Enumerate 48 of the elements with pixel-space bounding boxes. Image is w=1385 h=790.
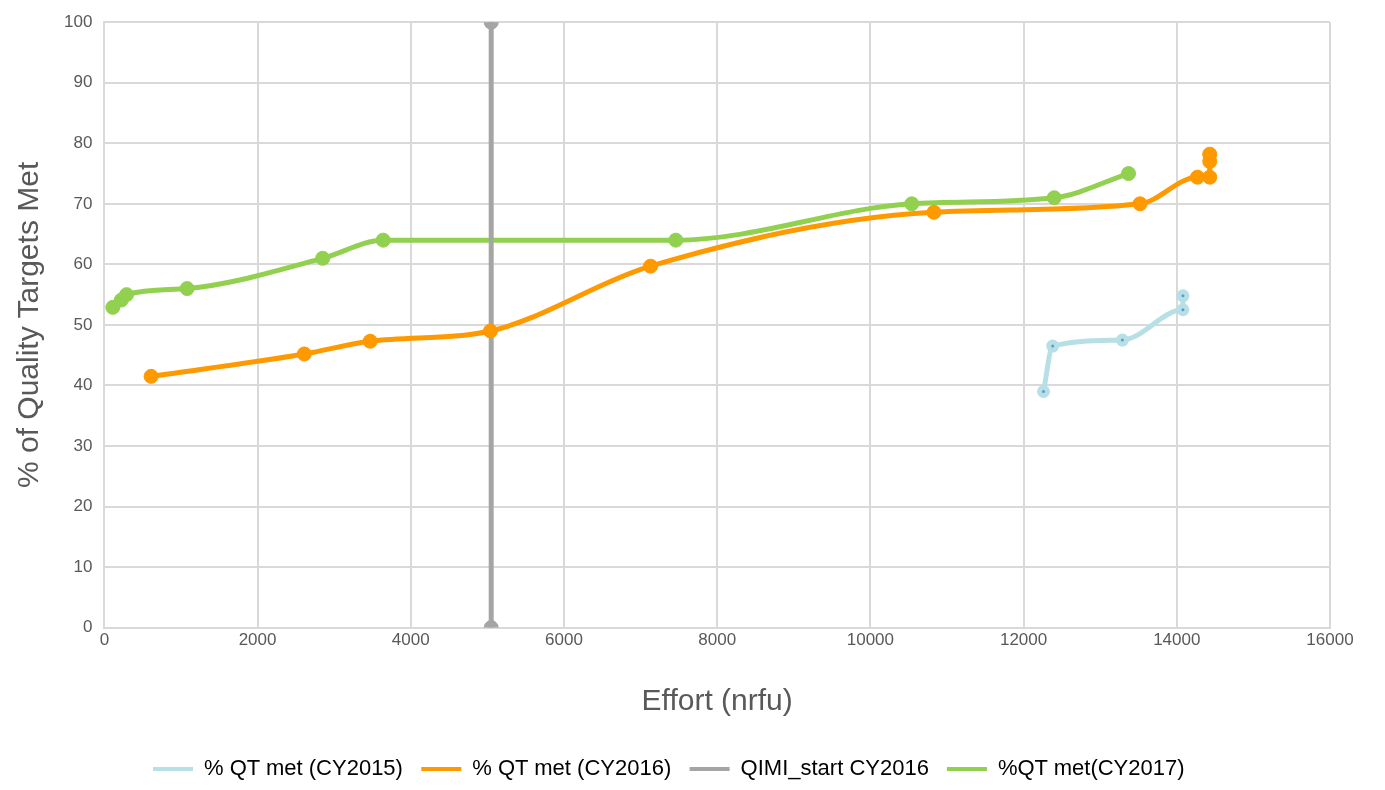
point	[1189, 169, 1205, 185]
x-tick-label: 10000	[846, 630, 895, 650]
x-tick-label: 6000	[545, 630, 583, 650]
legend-label: %QT met(CY2017)	[997, 755, 1185, 781]
point	[1046, 190, 1062, 206]
point	[143, 368, 159, 384]
y-axis-title: % of Quality Targets Met	[11, 161, 45, 489]
y-tick-label: 60	[73, 254, 93, 274]
y-tick-label: 40	[73, 375, 93, 395]
x-axis-title: Effort (nrfu)	[641, 683, 793, 717]
point	[668, 232, 684, 248]
point	[362, 333, 378, 349]
point	[1037, 384, 1051, 398]
point	[315, 250, 331, 266]
point	[904, 196, 920, 212]
x-tick-label: 4000	[391, 630, 430, 650]
x-tick-label: 2000	[238, 630, 277, 650]
point	[119, 287, 135, 303]
y-tick-label: 90	[73, 72, 93, 92]
point	[1176, 303, 1190, 317]
y-tick-label: 50	[73, 314, 93, 334]
y-tick-label: 10	[73, 556, 93, 576]
x-tick-label: 16000	[1306, 630, 1354, 650]
y-tick-label: 80	[73, 132, 93, 152]
y-tick-label: 20	[73, 496, 93, 516]
y-tick-label: 100	[63, 11, 93, 31]
point	[1202, 169, 1218, 185]
y-tick-label: 70	[73, 193, 93, 213]
point	[482, 323, 498, 339]
point	[375, 232, 391, 248]
x-tick-label: 12000	[999, 630, 1048, 650]
x-tick-label: 0	[99, 630, 110, 650]
point	[1176, 289, 1190, 303]
point	[296, 346, 312, 362]
point	[1115, 333, 1129, 347]
point	[179, 281, 195, 297]
y-tick-label: 0	[82, 617, 93, 637]
point	[643, 258, 659, 274]
point	[1046, 339, 1060, 353]
point	[1121, 166, 1137, 182]
x-tick-label: 8000	[698, 630, 737, 650]
x-tick-label: 14000	[1153, 630, 1201, 650]
point	[926, 204, 942, 220]
point	[1132, 196, 1148, 212]
legend-label: % QT met (CY2015)	[204, 755, 403, 781]
legend-label: QIMI_start CY2016	[740, 755, 929, 781]
y-tick-label: 30	[73, 435, 93, 455]
legend-label: % QT met (CY2016)	[472, 755, 672, 781]
